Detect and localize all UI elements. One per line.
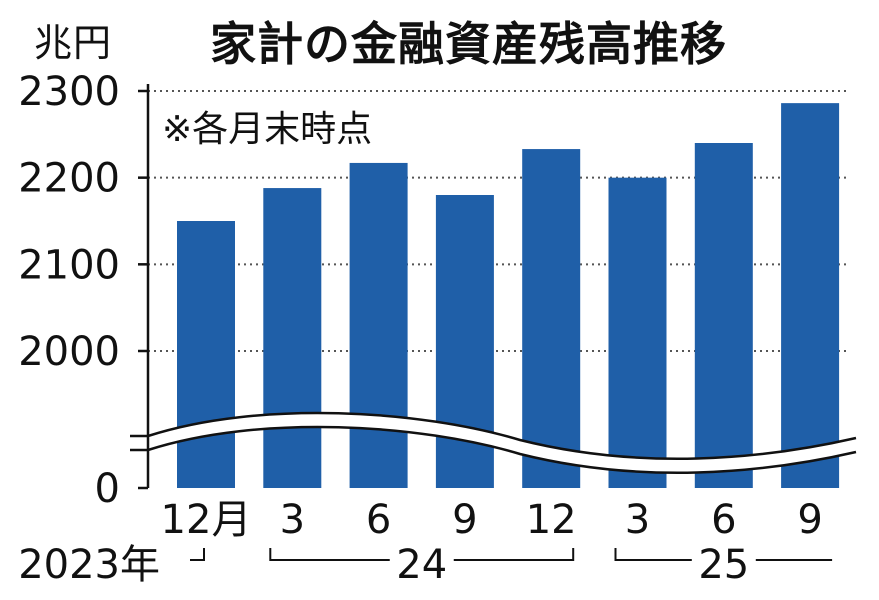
chart-title: 家計の金融資産残高推移 xyxy=(210,17,727,71)
bar xyxy=(608,177,667,488)
y-tick-label: 0 xyxy=(95,466,120,512)
year-bracket xyxy=(190,548,205,561)
x-tick-label: 12月 xyxy=(161,497,252,543)
y-tick-label: 2000 xyxy=(18,329,120,375)
bar xyxy=(781,103,840,488)
bar xyxy=(263,188,322,489)
chart-note: ※各月末時点 xyxy=(162,109,373,150)
x-tick-label: 9 xyxy=(452,497,477,543)
year-label: 2023年 xyxy=(18,542,160,588)
x-tick-label: 6 xyxy=(366,497,391,543)
y-tick-label: 2300 xyxy=(18,69,120,115)
bar xyxy=(522,149,581,489)
x-tick-label: 9 xyxy=(797,497,822,543)
bar xyxy=(349,162,408,488)
year-bracket xyxy=(453,548,575,561)
year-bracket xyxy=(269,548,390,561)
bar xyxy=(177,221,235,488)
y-axis-unit: 兆円 xyxy=(34,21,113,65)
x-tick-label: 12 xyxy=(526,497,577,543)
axis-break-tick xyxy=(130,434,148,452)
year-label: 25 xyxy=(698,542,749,588)
y-tick-label: 2200 xyxy=(18,156,120,202)
x-tick-label: 6 xyxy=(711,497,736,543)
year-bracket xyxy=(614,548,692,561)
year-label: 24 xyxy=(396,542,447,588)
axis-break-line xyxy=(147,425,857,474)
x-tick-label: 3 xyxy=(280,497,305,543)
axis-break-band xyxy=(148,412,856,473)
y-tick-label: 2100 xyxy=(18,242,120,288)
x-tick-label: 3 xyxy=(625,497,650,543)
axis-break-line xyxy=(147,411,857,460)
bar xyxy=(694,143,753,488)
